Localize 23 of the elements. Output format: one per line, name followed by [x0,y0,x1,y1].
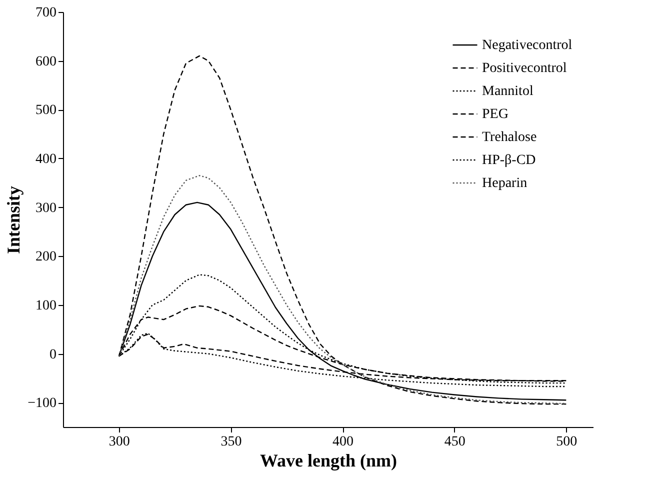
y-tick-label: 600 [36,54,56,70]
legend-label: Positivecontrol [482,61,567,76]
x-tick-label: 500 [556,434,578,450]
legend-label: Negativecontrol [482,38,572,53]
x-tick-label: 400 [332,434,354,450]
x-tick-label: 300 [108,434,130,450]
x-axis-title: Wave length (nm) [260,450,397,470]
legend-label: Heparin [482,176,528,191]
legend-label: HP-β-CD [482,153,536,168]
y-tick-label: 200 [36,250,56,265]
legend-label: PEG [482,107,508,122]
y-tick-label: 500 [36,103,56,118]
y-tick-label: 0 [50,347,56,362]
y-tick-label: 300 [36,200,56,216]
y-tick-label: 700 [36,6,56,20]
x-tick-label: 350 [220,434,242,450]
y-axis-title: Intensity [4,186,24,254]
y-tick-label: −100 [28,396,56,412]
x-tick-label: 450 [444,434,466,450]
y-tick-label: 400 [36,152,56,167]
y-tick-label: 100 [36,298,56,314]
legend-label: Trehalose [482,130,537,145]
legend-label: Mannitol [482,84,534,99]
